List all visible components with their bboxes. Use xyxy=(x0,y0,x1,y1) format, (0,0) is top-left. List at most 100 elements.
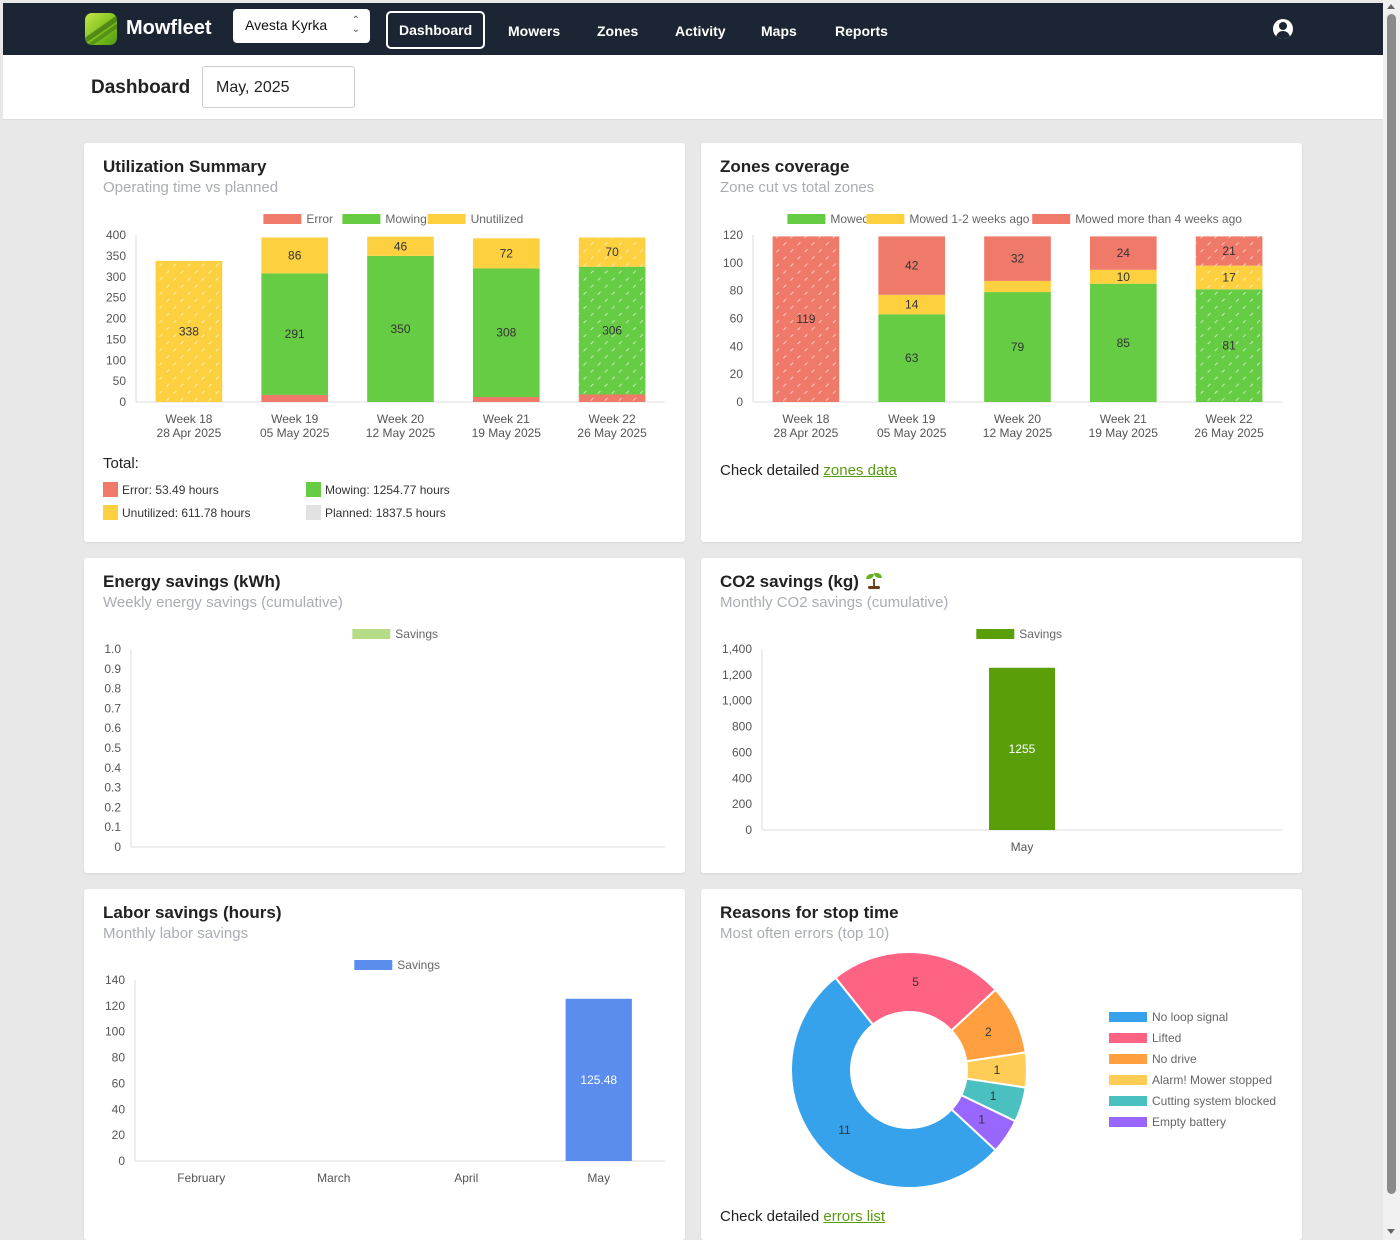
x-tick-label: 12 May 2025 xyxy=(366,426,436,440)
legend-label: Cutting system blocked xyxy=(1152,1094,1276,1108)
legend-label: Error xyxy=(306,212,333,226)
site-select-value: Avesta Kyrka xyxy=(245,17,328,33)
sprout-icon xyxy=(865,573,883,589)
bar-segment xyxy=(1089,236,1157,270)
totals-label: Total: xyxy=(103,455,139,472)
legend-swatch xyxy=(866,214,905,224)
zones-card: Zones coverage Zone cut vs total zones M… xyxy=(701,143,1302,542)
y-tick-label: 0.3 xyxy=(104,781,121,795)
x-tick-label: April xyxy=(454,1171,478,1185)
legend-label: Empty battery xyxy=(1152,1115,1226,1129)
mowfleet-logo-icon[interactable] xyxy=(85,13,117,45)
y-tick-label: 0 xyxy=(118,1154,125,1168)
legend-swatch xyxy=(1109,1075,1147,1085)
bar-segment xyxy=(155,260,223,402)
x-tick-label: February xyxy=(177,1171,225,1185)
nav-zones[interactable]: Zones xyxy=(597,23,639,39)
slice-label: 1 xyxy=(994,1063,1001,1077)
y-tick-label: 300 xyxy=(106,270,126,284)
y-tick-label: 20 xyxy=(112,1128,126,1142)
legend-swatch xyxy=(1109,1096,1147,1106)
reasons-card: Reasons for stop time Most often errors … xyxy=(701,889,1302,1240)
data-label: 24 xyxy=(1117,246,1131,260)
y-tick-label: 1.0 xyxy=(104,642,121,656)
y-tick-label: 0 xyxy=(119,395,126,409)
x-tick-label: Week 19 xyxy=(888,412,935,426)
zones-chart: Mowed Mowed 1-2 weeks ago Mowed more than … xyxy=(723,212,1282,440)
bar-segment xyxy=(578,266,646,395)
x-tick-label: Week 19 xyxy=(271,412,318,426)
top-navbar: Mowfleet Avesta Kyrka ⌃ ⌄ Dashboard Mower… xyxy=(3,3,1383,55)
data-label: 350 xyxy=(390,322,410,336)
slice-label: 2 xyxy=(985,1025,992,1039)
data-label: 308 xyxy=(496,326,516,340)
zones-data-link[interactable]: zones data xyxy=(823,462,897,479)
page-title: Dashboard xyxy=(91,77,191,98)
y-tick-label: 20 xyxy=(730,367,744,381)
updown-chevron-icon: ⌃ ⌄ xyxy=(351,15,360,35)
x-tick-label: May xyxy=(587,1171,610,1185)
y-tick-label: 120 xyxy=(723,228,743,242)
bar xyxy=(565,998,632,1161)
nav-mowers[interactable]: Mowers xyxy=(508,23,561,39)
data-label: 63 xyxy=(905,351,919,365)
x-tick-label: Week 21 xyxy=(1100,412,1147,426)
energy-card: Energy savings (kWh) Weekly energy savin… xyxy=(84,558,685,873)
legend-swatch xyxy=(1109,1054,1147,1064)
card-subtitle: Monthly labor savings xyxy=(103,925,249,942)
x-tick-label: Week 20 xyxy=(994,412,1041,426)
legend-swatch xyxy=(1032,214,1071,224)
user-account-icon[interactable] xyxy=(1273,19,1293,39)
y-tick-label: 0.9 xyxy=(104,662,121,676)
legend-label: No loop signal xyxy=(1152,1010,1228,1024)
bar-segment xyxy=(367,236,434,256)
y-tick-label: 0.2 xyxy=(104,800,121,814)
bar-segment xyxy=(878,236,946,295)
data-label: 46 xyxy=(394,239,408,253)
y-tick-label: 100 xyxy=(723,256,743,270)
data-label: 125.48 xyxy=(580,1073,617,1087)
page-scrollbar[interactable] xyxy=(1383,0,1400,1240)
errors-list-link[interactable]: errors list xyxy=(823,1208,886,1225)
slice-label: 11 xyxy=(838,1123,851,1137)
bar-segment xyxy=(878,314,946,402)
site-select[interactable]: Avesta Kyrka ⌃ ⌄ xyxy=(233,9,370,43)
card-title: Energy savings (kWh) xyxy=(103,572,281,591)
nav-activity[interactable]: Activity xyxy=(675,23,726,39)
y-tick-label: 350 xyxy=(106,249,126,263)
slice-label: 5 xyxy=(912,975,919,989)
y-tick-label: 250 xyxy=(106,291,126,305)
y-tick-label: 60 xyxy=(112,1076,126,1090)
page-header: Dashboard May, 2025 xyxy=(3,55,1383,120)
y-tick-label: 0.6 xyxy=(104,721,121,735)
data-label: 86 xyxy=(288,248,302,262)
y-tick-label: 100 xyxy=(106,353,126,367)
x-tick-label: 12 May 2025 xyxy=(983,426,1053,440)
y-tick-label: 1,400 xyxy=(722,642,752,656)
bar-segment xyxy=(1195,265,1263,290)
bar-segment xyxy=(578,237,646,267)
nav-maps[interactable]: Maps xyxy=(761,23,797,39)
y-tick-label: 0 xyxy=(736,395,743,409)
nav-reports[interactable]: Reports xyxy=(835,23,888,39)
data-label: 338 xyxy=(179,324,199,338)
x-tick-label: Week 18 xyxy=(165,412,212,426)
y-tick-label: 140 xyxy=(105,973,125,987)
x-tick-label: Week 21 xyxy=(483,412,530,426)
bar-segment xyxy=(1195,236,1263,266)
brand-name[interactable]: Mowfleet xyxy=(126,17,212,39)
legend-swatch xyxy=(1109,1117,1147,1127)
y-tick-label: 80 xyxy=(730,284,744,298)
labor-chart: Savings 140 120 100 80 60 40 20 0 February March Ap… xyxy=(105,958,665,1185)
data-label: 32 xyxy=(1011,252,1025,266)
bar-segment xyxy=(1089,269,1157,284)
bar-segment xyxy=(261,273,329,395)
legend-swatch xyxy=(263,214,302,224)
y-tick-label: 40 xyxy=(112,1102,126,1116)
month-picker[interactable]: May, 2025 xyxy=(202,66,355,108)
y-tick-label: 0.4 xyxy=(104,761,121,775)
utilization-chart: Error Mowing Unutilized 400 350 300 250 200 150 1… xyxy=(106,212,665,440)
nav-dashboard[interactable]: Dashboard xyxy=(386,11,486,49)
legend-label: Alarm! Mower stopped xyxy=(1152,1073,1272,1087)
scrollbar-thumb[interactable] xyxy=(1387,14,1396,1194)
